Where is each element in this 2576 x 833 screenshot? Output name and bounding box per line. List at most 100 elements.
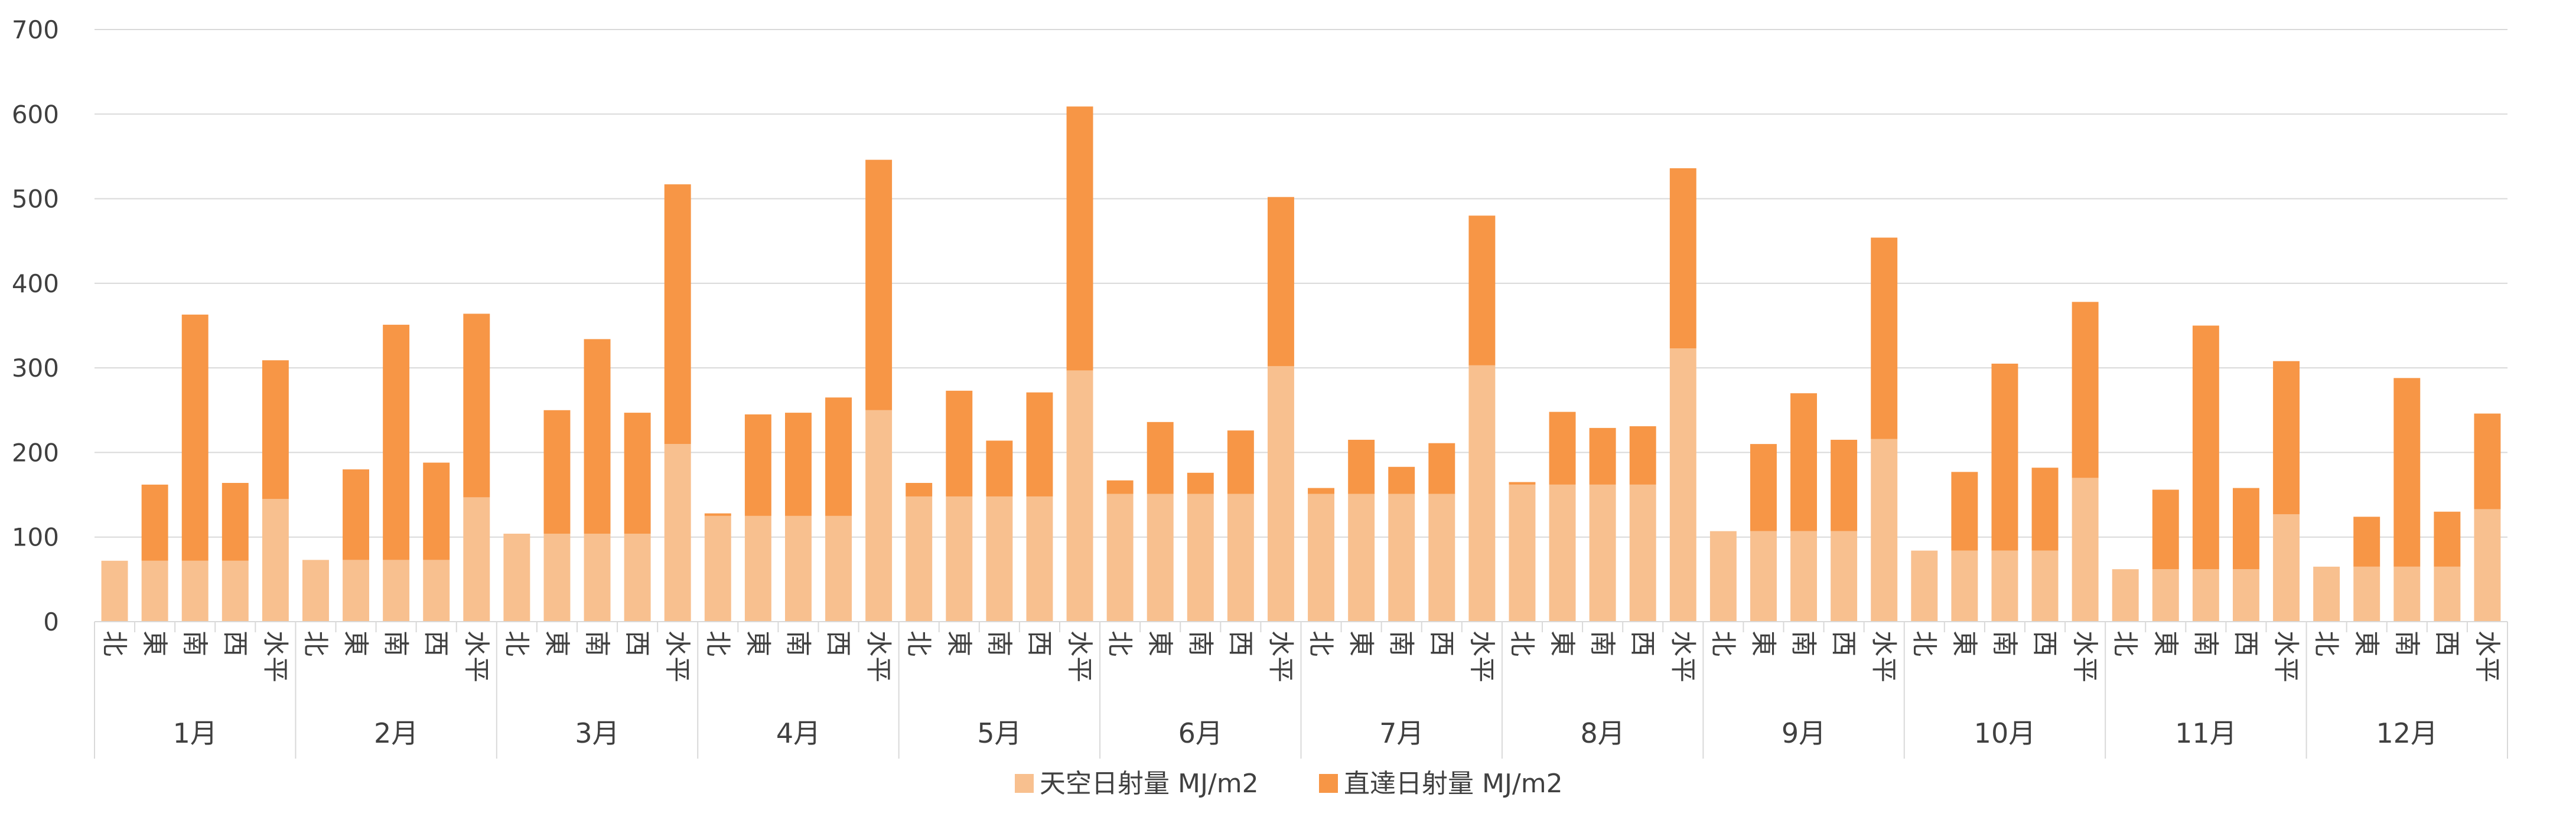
bar-direct bbox=[2031, 468, 2059, 551]
y-tick-label: 300 bbox=[12, 354, 59, 383]
bar-diffuse bbox=[1790, 531, 1818, 622]
bar-diffuse bbox=[543, 533, 571, 622]
x-category-label: 南 bbox=[180, 631, 210, 656]
bar-direct bbox=[986, 440, 1013, 496]
x-category-label: 東 bbox=[1748, 631, 1778, 656]
bar-direct bbox=[141, 484, 168, 561]
x-category-label: 水平 bbox=[2472, 631, 2502, 682]
bar-diffuse bbox=[1871, 439, 1898, 622]
bar-direct bbox=[383, 325, 410, 560]
bar-diffuse bbox=[1831, 531, 1858, 622]
legend-label: 直達日射量 MJ/m2 bbox=[1344, 769, 1563, 799]
x-category-label: 北 bbox=[99, 631, 129, 656]
x-axis: 北東南西水平北東南西水平北東南西水平北東南西水平北東南西水平北東南西水平北東南西… bbox=[94, 621, 2508, 759]
x-category-label: 水平 bbox=[1467, 631, 1497, 682]
x-category-label: 西 bbox=[220, 631, 250, 656]
bar-direct bbox=[1026, 392, 1053, 496]
bar-direct bbox=[1991, 363, 2018, 551]
bar-direct bbox=[2393, 378, 2421, 567]
bar-diffuse bbox=[744, 515, 771, 622]
bar-direct bbox=[1388, 466, 1415, 494]
bar-direct bbox=[1750, 444, 1777, 531]
x-group-label: 7月 bbox=[1379, 717, 1424, 749]
bar-diffuse bbox=[1669, 348, 1696, 622]
bar-direct bbox=[463, 313, 490, 498]
bar-direct bbox=[1669, 168, 1696, 349]
bar-direct bbox=[1308, 488, 1335, 494]
x-group-label: 3月 bbox=[575, 717, 619, 749]
bar-diffuse bbox=[262, 499, 289, 622]
bar-direct bbox=[1589, 427, 1616, 485]
bar-direct bbox=[1790, 393, 1818, 531]
bar-diffuse bbox=[1549, 484, 1576, 622]
x-category-label: 南 bbox=[1185, 631, 1215, 656]
bars bbox=[101, 106, 2501, 622]
bar-direct bbox=[2152, 489, 2179, 570]
bar-diffuse bbox=[222, 560, 249, 622]
x-category-label: 西 bbox=[1627, 631, 1657, 656]
bar-direct bbox=[1509, 482, 1536, 485]
bar-diffuse bbox=[1991, 550, 2018, 622]
y-tick-label: 100 bbox=[12, 523, 59, 552]
bar-diffuse bbox=[1951, 550, 1978, 622]
x-category-label: 西 bbox=[1024, 631, 1054, 656]
x-category-label: 東 bbox=[1145, 631, 1175, 656]
x-category-label: 東 bbox=[2150, 631, 2180, 656]
y-tick-label: 400 bbox=[12, 269, 59, 298]
bar-diffuse bbox=[1468, 365, 1496, 622]
bar-direct bbox=[704, 513, 731, 516]
bar-diffuse bbox=[1388, 494, 1415, 622]
x-group-label: 1月 bbox=[173, 717, 217, 749]
bar-direct bbox=[1066, 106, 1093, 371]
x-group-label: 6月 bbox=[1178, 717, 1223, 749]
x-category-label: 北 bbox=[1507, 631, 1537, 656]
y-tick-label: 700 bbox=[12, 15, 59, 44]
bar-direct bbox=[946, 390, 973, 496]
x-category-label: 南 bbox=[1989, 631, 2020, 656]
x-category-label: 東 bbox=[1547, 631, 1577, 656]
legend-item-diffuse: 天空日射量 MJ/m2 bbox=[1015, 769, 1259, 799]
bar-direct bbox=[664, 184, 691, 445]
x-category-label: 南 bbox=[381, 631, 411, 656]
bar-direct bbox=[181, 314, 209, 561]
bar-direct bbox=[906, 483, 933, 496]
x-category-label: 東 bbox=[742, 631, 773, 656]
bar-diffuse bbox=[865, 410, 893, 622]
bar-diffuse bbox=[1308, 494, 1335, 622]
bar-diffuse bbox=[1066, 370, 1093, 622]
x-category-label: 西 bbox=[2432, 631, 2462, 656]
bar-direct bbox=[1468, 215, 1496, 365]
bar-direct bbox=[2072, 302, 2099, 478]
bar-direct bbox=[744, 414, 771, 516]
legend: 天空日射量 MJ/m2 直達日射量 MJ/m2 bbox=[1015, 769, 1563, 799]
bar-diffuse bbox=[946, 496, 973, 622]
x-category-label: 水平 bbox=[260, 631, 290, 682]
x-category-label: 水平 bbox=[1064, 631, 1095, 682]
x-category-label: 南 bbox=[1386, 631, 1416, 656]
bar-direct bbox=[1147, 422, 1174, 494]
bar-direct bbox=[2353, 517, 2380, 567]
bar-diffuse bbox=[2313, 566, 2340, 622]
y-tick-label: 500 bbox=[12, 185, 59, 214]
x-category-label: 南 bbox=[2190, 631, 2220, 656]
bar-diffuse bbox=[2152, 569, 2179, 622]
bar-direct bbox=[1267, 197, 1294, 367]
bar-diffuse bbox=[1629, 484, 1656, 622]
bar-direct bbox=[262, 360, 289, 499]
bar-diffuse bbox=[2031, 550, 2059, 622]
legend-swatch bbox=[1015, 774, 1034, 793]
bar-direct bbox=[2474, 413, 2501, 509]
bar-diffuse bbox=[2192, 569, 2219, 622]
x-category-label: 西 bbox=[1427, 631, 1457, 656]
x-category-label: 西 bbox=[1225, 631, 1255, 656]
x-category-label: 東 bbox=[1346, 631, 1376, 656]
bar-diffuse bbox=[2232, 569, 2259, 622]
bar-direct bbox=[865, 159, 893, 410]
bar-direct bbox=[2434, 511, 2461, 567]
x-category-label: 水平 bbox=[2271, 631, 2301, 682]
legend-label: 天空日射量 MJ/m2 bbox=[1040, 769, 1259, 799]
legend-item-direct: 直達日射量 MJ/m2 bbox=[1319, 769, 1563, 799]
bar-direct bbox=[2232, 488, 2259, 570]
x-group-label: 5月 bbox=[977, 717, 1021, 749]
bar-diffuse bbox=[2273, 514, 2300, 622]
